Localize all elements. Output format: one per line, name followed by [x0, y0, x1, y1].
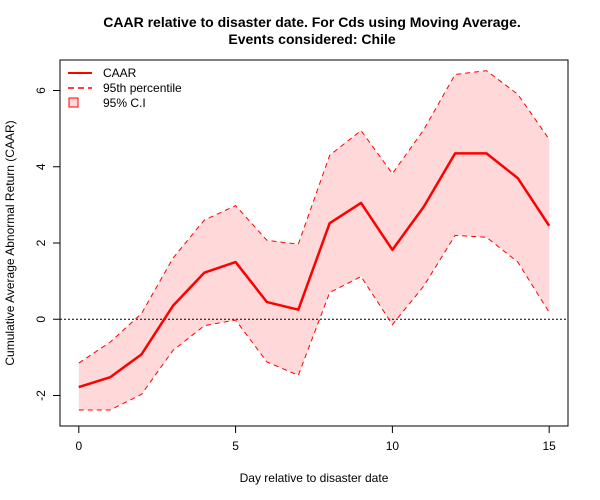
y-tick-label: 6 — [34, 87, 48, 94]
y-tick-label: 2 — [34, 239, 48, 246]
x-tick-label: 5 — [232, 439, 239, 453]
chart-title-line1: CAAR relative to disaster date. For Cds … — [103, 14, 521, 30]
x-axis: 0 5 10 15 — [75, 425, 557, 453]
legend-ci-swatch — [68, 97, 79, 108]
plot-area — [60, 70, 568, 411]
y-axis-label: Cumulative Average Abnormal Return (CAAR… — [3, 120, 17, 365]
y-tick-label: 0 — [34, 316, 48, 323]
chart-title-line2: Events considered: Chile — [228, 31, 395, 47]
x-tick-label: 15 — [543, 439, 557, 453]
x-axis-label: Day relative to disaster date — [240, 471, 389, 485]
legend-caar-label: CAAR — [103, 66, 137, 80]
y-axis: -2 0 2 4 6 — [34, 87, 61, 401]
x-tick-label: 10 — [386, 439, 400, 453]
caar-line — [78, 152, 551, 389]
upper-percentile-line — [78, 70, 550, 364]
legend-ci-label: 95% C.I — [103, 96, 146, 110]
y-tick-label: 4 — [34, 163, 48, 170]
confidence-band — [78, 70, 550, 410]
lower-percentile-line — [78, 234, 550, 411]
legend-percentile-label: 95th percentile — [103, 81, 182, 95]
x-tick-label: 0 — [75, 439, 82, 453]
y-tick-label: -2 — [34, 390, 48, 401]
legend: CAAR 95th percentile 95% C.I — [68, 66, 182, 110]
